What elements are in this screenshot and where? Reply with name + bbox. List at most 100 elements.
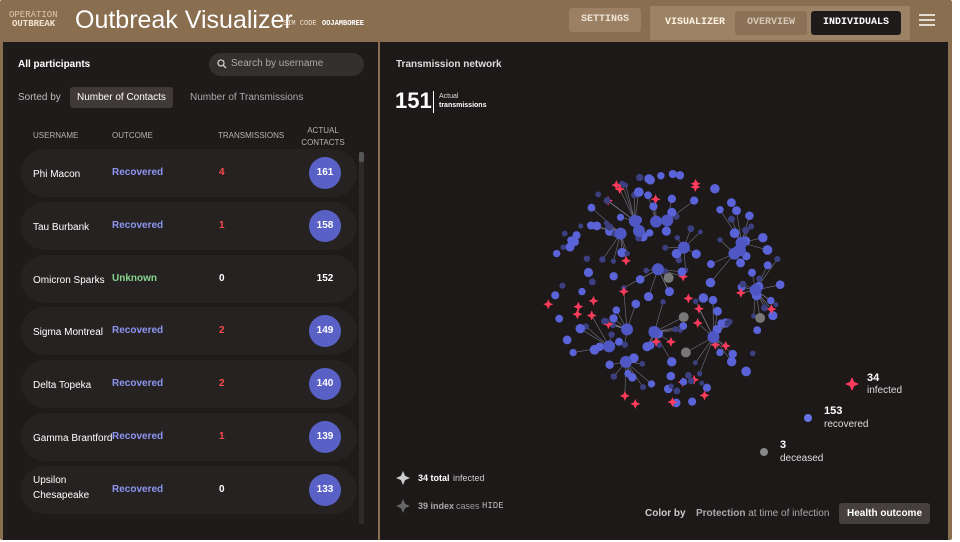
transmissions: 1 xyxy=(219,431,225,442)
node xyxy=(645,229,654,237)
node xyxy=(624,250,630,257)
node xyxy=(662,244,669,251)
brand-bottom: OUTBREAK xyxy=(12,19,56,29)
color-by-label: Color by xyxy=(645,508,686,519)
infected-node xyxy=(611,180,622,191)
column-header: ACTUAL CONTACTS xyxy=(301,126,345,147)
node xyxy=(756,275,763,282)
outcome: Recovered xyxy=(112,431,164,442)
hide-button[interactable]: HIDE xyxy=(482,501,504,511)
node xyxy=(710,183,720,194)
search-box[interactable]: Search by username xyxy=(209,53,364,76)
node xyxy=(708,295,718,305)
node xyxy=(745,211,754,221)
settings-button[interactable]: SETTINGS xyxy=(569,8,641,32)
scrollbar[interactable] xyxy=(359,152,364,524)
legend-star xyxy=(845,377,859,391)
contacts: 149 xyxy=(309,315,341,348)
node xyxy=(635,275,645,284)
transmissions: 2 xyxy=(219,325,225,337)
hub-node xyxy=(749,284,762,297)
node xyxy=(562,335,572,345)
infected-node xyxy=(614,184,625,195)
sort-option[interactable]: Number of Contacts xyxy=(70,87,173,108)
column-header: USERNAME xyxy=(33,131,79,140)
node xyxy=(578,287,586,296)
node xyxy=(741,366,752,377)
node xyxy=(610,258,617,264)
legend-label: recovered xyxy=(824,419,869,430)
node xyxy=(595,342,604,352)
participant-row[interactable]: Tau Burbank Recovered 1 158 xyxy=(21,201,357,250)
node xyxy=(621,341,629,348)
sorted-by-label: Sorted by xyxy=(18,92,61,103)
tab[interactable]: VISUALIZER xyxy=(664,17,725,28)
node xyxy=(679,322,688,330)
node xyxy=(617,247,627,258)
username: Gamma Brantford xyxy=(33,433,113,444)
participant-row[interactable]: Omicron Sparks Unknown 0 152 xyxy=(21,254,357,303)
node xyxy=(610,373,618,380)
participant-row[interactable]: Gamma Brantford Recovered 1 139 xyxy=(21,413,357,461)
node xyxy=(753,326,762,335)
menu-icon[interactable] xyxy=(919,13,935,27)
node xyxy=(569,348,577,357)
infected-node xyxy=(588,295,599,306)
infected-node xyxy=(683,293,694,304)
node xyxy=(649,202,658,211)
legend-value: 153 xyxy=(824,405,843,417)
node xyxy=(643,292,654,302)
legend-label: deceased xyxy=(780,453,824,464)
node xyxy=(667,194,677,203)
infected-node xyxy=(693,303,704,314)
participant-row[interactable]: Sigma Montreal Recovered 2 149 xyxy=(21,307,357,356)
tab[interactable]: INDIVIDUALS xyxy=(811,11,901,35)
hub-node xyxy=(735,236,748,249)
color-option[interactable]: Health outcome xyxy=(839,503,931,524)
participant-row[interactable]: Phi Macon Recovered 4 161 xyxy=(21,149,357,197)
node xyxy=(633,187,644,197)
legend-label: infected xyxy=(867,385,903,396)
node xyxy=(774,255,781,263)
contacts: 139 xyxy=(309,421,341,453)
outcome: Recovered xyxy=(112,378,164,390)
infected-node xyxy=(651,336,662,347)
node xyxy=(643,343,652,351)
node xyxy=(603,318,610,325)
node xyxy=(775,280,785,290)
node xyxy=(603,220,609,226)
node xyxy=(636,173,644,182)
hub-node xyxy=(707,331,720,344)
node xyxy=(561,230,568,237)
node xyxy=(616,213,625,221)
node xyxy=(691,249,701,259)
node xyxy=(639,360,646,367)
node xyxy=(699,380,705,386)
node xyxy=(767,296,775,305)
node xyxy=(726,356,737,367)
node xyxy=(565,242,575,252)
legend-dot xyxy=(804,414,812,422)
node xyxy=(608,331,615,338)
node xyxy=(587,203,596,212)
node xyxy=(644,174,654,184)
node xyxy=(758,232,768,243)
node xyxy=(668,169,677,179)
username: Upsilon Chesapeake xyxy=(33,474,90,501)
participant-row[interactable]: Upsilon Chesapeake Recovered 0 133 xyxy=(21,465,357,514)
node xyxy=(672,326,679,333)
infected-node xyxy=(710,339,721,350)
color-option[interactable]: Protection at time of infection xyxy=(696,508,829,519)
node xyxy=(552,249,561,258)
total-infected-suffix: infected xyxy=(453,473,485,483)
node xyxy=(728,215,736,223)
node xyxy=(742,226,750,234)
hub-node xyxy=(632,224,645,237)
node xyxy=(572,231,581,240)
participant-row[interactable]: Delta Topeka Recovered 2 140 xyxy=(21,360,357,409)
legend-dot xyxy=(760,448,768,456)
legend-value: 34 xyxy=(867,372,880,384)
node xyxy=(595,191,602,198)
tab[interactable]: OVERVIEW xyxy=(735,11,807,35)
sort-option[interactable]: Number of Transmissions xyxy=(190,92,304,103)
